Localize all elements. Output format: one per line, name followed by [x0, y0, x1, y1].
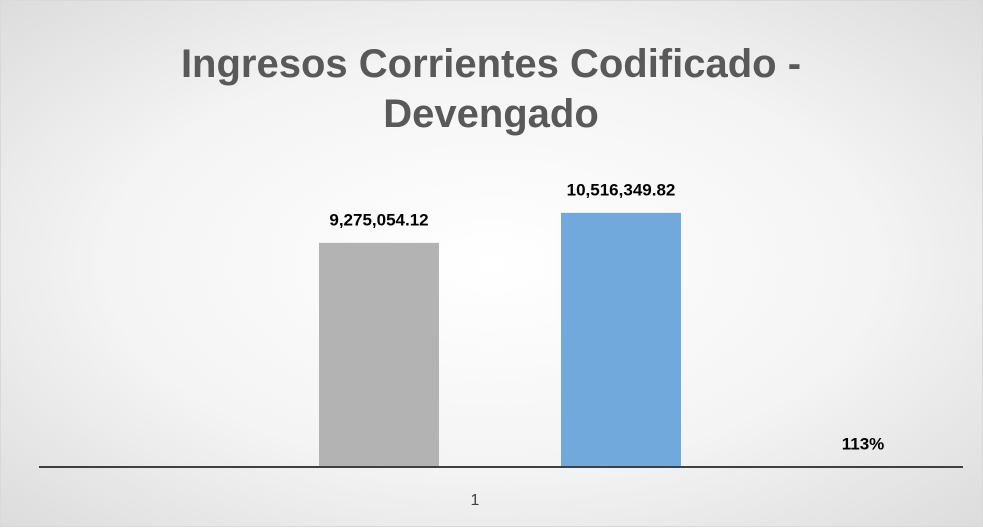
bar	[319, 243, 439, 467]
x-tick-label: 1	[471, 492, 480, 509]
data-label: 113%	[842, 434, 885, 453]
bar	[561, 213, 681, 467]
data-label: 9,275,054.12	[329, 210, 428, 229]
data-label: 10,516,349.82	[567, 180, 676, 199]
